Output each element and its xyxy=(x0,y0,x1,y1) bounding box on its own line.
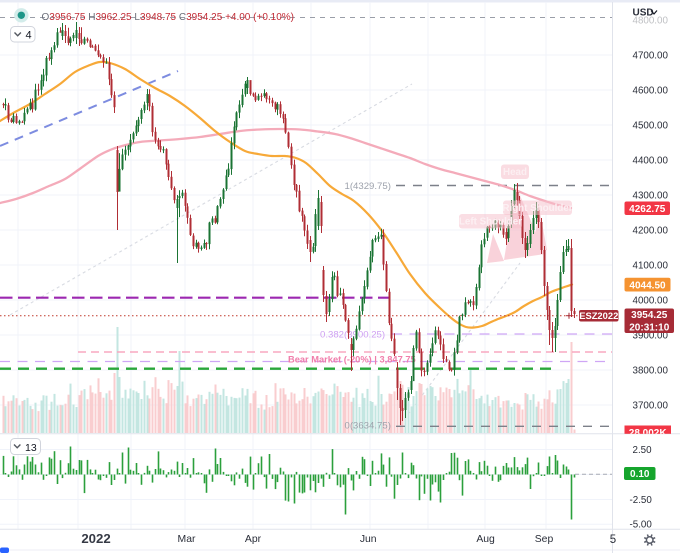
svg-text:4800.00: 4800.00 xyxy=(633,15,669,26)
svg-text:0(3634.75): 0(3634.75) xyxy=(345,421,391,432)
svg-text:Aug: Aug xyxy=(476,534,495,545)
svg-text:Mar: Mar xyxy=(178,534,196,545)
svg-text:4200.00: 4200.00 xyxy=(633,225,669,236)
svg-text:O3956.75 H3962.25 L3948.75 C39: O3956.75 H3962.25 L3948.75 C3954.25 +4.0… xyxy=(42,12,295,23)
svg-text:3800.00: 3800.00 xyxy=(633,365,669,376)
svg-text:Jun: Jun xyxy=(360,534,377,545)
svg-text:4044.50: 4044.50 xyxy=(629,280,666,291)
svg-text:5: 5 xyxy=(610,534,616,546)
svg-text:-5.00: -5.00 xyxy=(630,520,653,531)
svg-text:4400.00: 4400.00 xyxy=(633,155,669,166)
svg-text:2022: 2022 xyxy=(81,531,110,546)
svg-text:4300.00: 4300.00 xyxy=(633,190,669,201)
svg-text:4600.00: 4600.00 xyxy=(633,85,669,96)
svg-text:ESZ2022: ESZ2022 xyxy=(579,310,618,321)
svg-text:4700.00: 4700.00 xyxy=(633,50,669,61)
svg-text:13: 13 xyxy=(25,442,37,454)
svg-text:-2.50: -2.50 xyxy=(630,495,653,506)
svg-text:4500.00: 4500.00 xyxy=(633,120,669,131)
svg-text:3700.00: 3700.00 xyxy=(633,400,669,411)
svg-text:0.10: 0.10 xyxy=(630,469,650,480)
svg-text:3954.25: 3954.25 xyxy=(631,310,668,321)
svg-text:1(4329.75): 1(4329.75) xyxy=(345,181,391,192)
svg-text:Left Shoulder: Left Shoulder xyxy=(459,217,522,228)
svg-text:Sep: Sep xyxy=(535,534,554,545)
svg-text:4262.75: 4262.75 xyxy=(629,204,666,215)
svg-text:Head: Head xyxy=(503,167,527,178)
svg-text:4100.00: 4100.00 xyxy=(633,260,669,271)
svg-text:3900.00: 3900.00 xyxy=(633,330,669,341)
svg-text:Right Shoulder: Right Shoulder xyxy=(502,203,572,214)
svg-text:2.50: 2.50 xyxy=(633,445,653,456)
svg-text:4: 4 xyxy=(26,30,32,42)
svg-text:Apr: Apr xyxy=(245,534,262,545)
svg-text:4000.00: 4000.00 xyxy=(633,295,669,306)
svg-text:0.382(3900.25): 0.382(3900.25) xyxy=(320,330,385,341)
svg-text:28.002K: 28.002K xyxy=(629,428,668,439)
svg-text:20:31:10: 20:31:10 xyxy=(629,323,669,334)
svg-text:USD: USD xyxy=(633,8,654,19)
